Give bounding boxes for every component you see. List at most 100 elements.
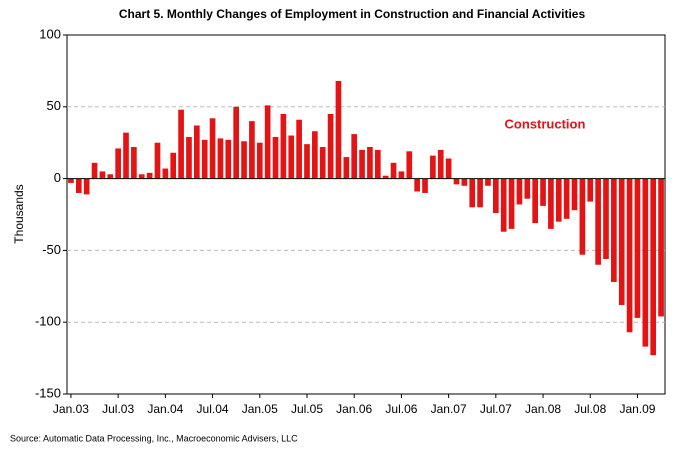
bar [516, 178, 523, 205]
bar [319, 147, 326, 179]
bar [162, 168, 169, 179]
bar [563, 178, 570, 219]
bar [264, 105, 271, 179]
x-tick-label: Jul.07 [480, 402, 512, 416]
bar [241, 141, 247, 179]
bar [398, 171, 405, 179]
bar [477, 178, 483, 208]
bar [595, 178, 601, 265]
bar [430, 155, 436, 179]
bar [500, 178, 507, 232]
bar [532, 178, 539, 224]
bar [422, 178, 428, 193]
y-tick-label: -150 [35, 385, 61, 400]
bar [579, 178, 586, 255]
bar [461, 178, 468, 186]
bar [508, 178, 515, 229]
bar [312, 131, 318, 179]
y-tick-label: -50 [42, 242, 61, 257]
bar [650, 178, 657, 356]
x-tick-label: Jan.09 [619, 402, 655, 416]
bar [138, 174, 145, 179]
plot-frame [66, 34, 666, 395]
bar [68, 178, 74, 183]
bar [634, 178, 641, 318]
bar [201, 139, 208, 179]
bar [382, 175, 389, 179]
bar [626, 178, 633, 333]
bar [256, 142, 263, 179]
source: Source: Automatic Data Processing, Inc.,… [10, 433, 298, 443]
bar [611, 178, 617, 282]
x-tick-label: Jan.03 [53, 402, 89, 416]
bar [453, 178, 460, 185]
bar [131, 147, 137, 179]
bar [367, 147, 373, 179]
bar [272, 136, 279, 179]
bar [154, 142, 161, 179]
bar [123, 132, 129, 179]
bar [146, 172, 153, 179]
bar [186, 136, 192, 179]
bar [209, 118, 216, 179]
bar [193, 125, 200, 179]
y-tick-label: 0 [54, 170, 61, 185]
y-tick-label: 100 [39, 26, 61, 41]
bar [555, 178, 562, 222]
bar [618, 178, 625, 305]
x-tick-label: Jul.03 [102, 402, 134, 416]
x-tick-label: Jul.05 [291, 402, 323, 416]
bar [540, 178, 546, 206]
x-tick-label: Jul.04 [197, 402, 229, 416]
y-axis-label: Thousands [12, 184, 26, 243]
bar [603, 178, 609, 260]
y-tick-label: -100 [35, 314, 61, 329]
y-tick-label: 50 [47, 98, 61, 113]
bar [296, 119, 302, 179]
x-tick-label: Jan.08 [525, 402, 561, 416]
bar [437, 149, 444, 179]
bar [359, 149, 365, 179]
bar [548, 178, 554, 229]
bar [406, 151, 413, 179]
bar [414, 178, 420, 192]
bar [304, 144, 310, 179]
bar [99, 171, 106, 179]
x-tick-label: Jan.05 [242, 402, 278, 416]
bar [492, 178, 499, 214]
bar [249, 121, 255, 179]
bar [335, 80, 342, 179]
x-tick-label: Jul.06 [385, 402, 417, 416]
bar [485, 178, 491, 186]
bar [217, 138, 224, 179]
bar [107, 174, 114, 179]
bar [445, 158, 452, 179]
bar [658, 178, 664, 317]
x-tick-label: Jul.08 [574, 402, 606, 416]
bar [469, 178, 476, 208]
bar [327, 113, 334, 179]
x-tick-label: Jan.04 [147, 402, 183, 416]
bar [351, 134, 358, 179]
bar [288, 135, 295, 179]
bar [374, 149, 381, 179]
bar [225, 139, 232, 179]
bar [524, 178, 531, 199]
bar [178, 109, 184, 179]
bar [75, 178, 82, 193]
x-tick-label: Jan.07 [431, 402, 467, 416]
annotation: Construction [505, 116, 586, 131]
bar [587, 178, 594, 202]
bar [280, 113, 287, 179]
bar [571, 178, 578, 211]
bar [390, 162, 397, 179]
bar [91, 162, 98, 179]
bar [233, 106, 240, 179]
bar [115, 148, 121, 179]
bar [343, 157, 350, 179]
chart-title: Chart 5. Monthly Changes of Employment i… [119, 7, 586, 21]
bar [83, 178, 90, 195]
bar [642, 178, 649, 347]
